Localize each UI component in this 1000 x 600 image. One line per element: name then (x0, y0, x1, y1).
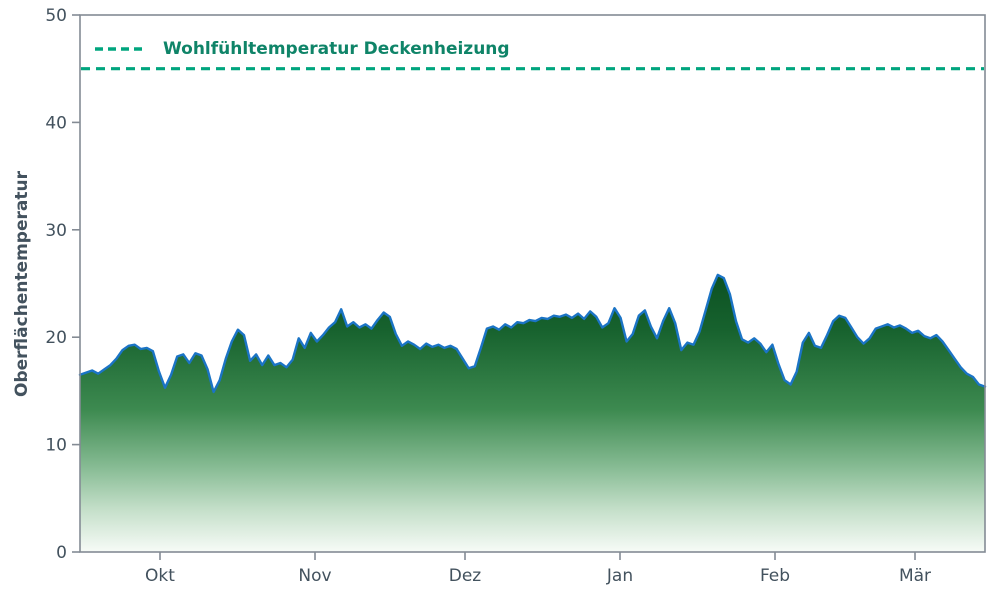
x-tick-label: Jan (606, 566, 633, 586)
y-tick-label: 20 (45, 328, 67, 348)
legend-dash-icon (95, 47, 147, 51)
series-line (78, 273, 987, 394)
y-tick-label: 40 (45, 113, 67, 133)
y-tick-label: 10 (45, 436, 67, 456)
x-tick-label: Okt (145, 566, 175, 586)
y-tick-label: 30 (45, 221, 67, 241)
plot-border (79, 14, 986, 553)
y-tick-label: 0 (56, 543, 67, 563)
x-tick-label: Mär (899, 566, 931, 586)
legend: Wohlfühltemperatur Deckenheizung (94, 39, 510, 59)
legend-label: Wohlfühltemperatur Deckenheizung (163, 39, 510, 59)
x-tick-label: Feb (760, 566, 790, 586)
y-axis-title: Oberflächentemperatur (12, 171, 32, 397)
x-tick-label: Nov (298, 566, 331, 586)
y-tick-label: 50 (45, 6, 67, 26)
series-area (80, 274, 985, 552)
x-tick-label: Dez (449, 566, 482, 586)
